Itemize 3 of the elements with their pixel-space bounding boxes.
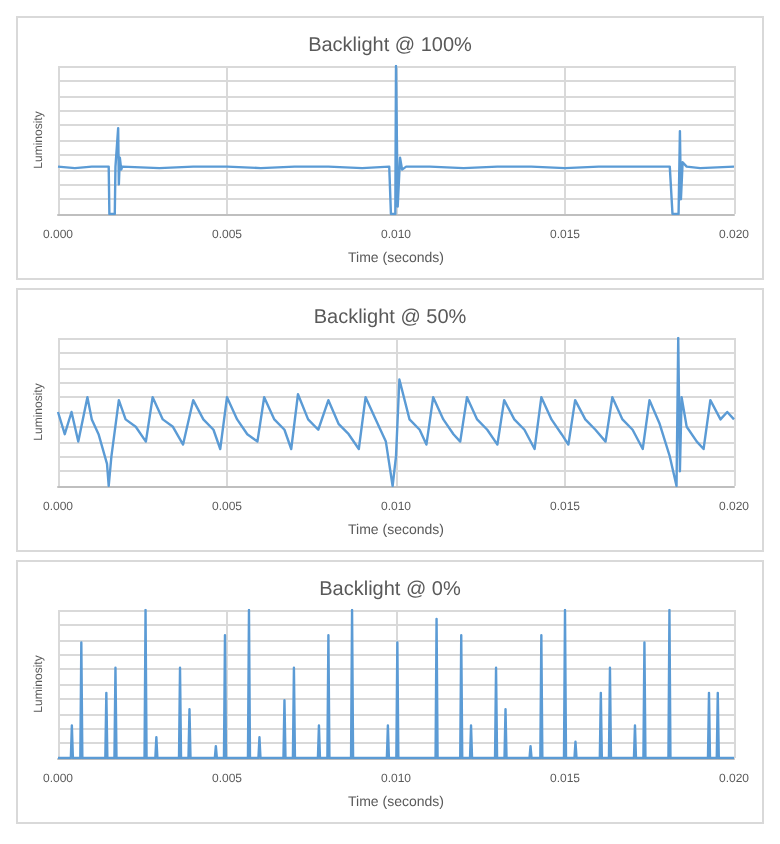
chart-title: Backlight @ 50% (313, 307, 467, 329)
chart-title: Backlight @ 100% (308, 35, 473, 57)
chart-title: Backlight @ 0% (319, 579, 461, 601)
